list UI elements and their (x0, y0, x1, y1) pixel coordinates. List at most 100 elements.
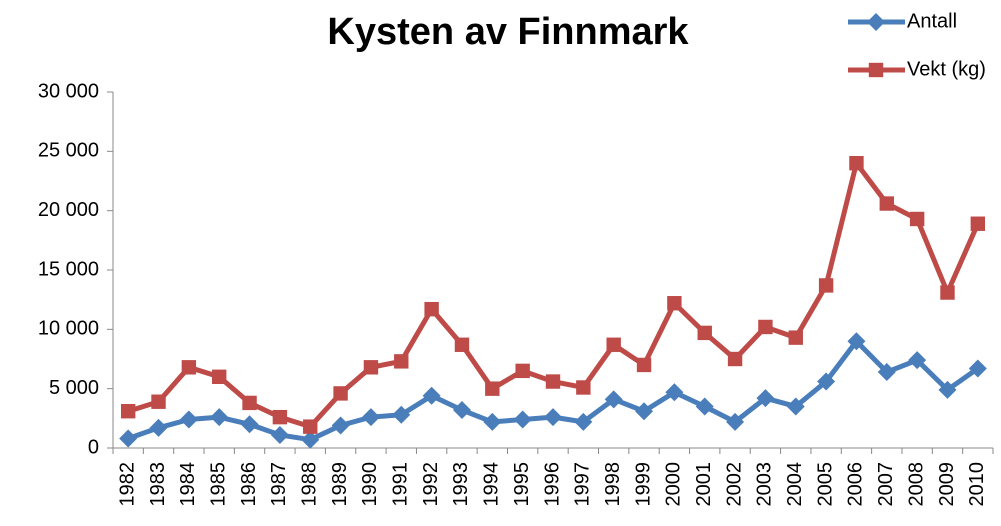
data-point (544, 408, 562, 427)
data-point (938, 380, 957, 399)
data-point (879, 196, 894, 211)
data-point (940, 285, 955, 300)
data-point (636, 357, 652, 373)
x-tick-label: 2001 (693, 462, 715, 507)
x-tick-label: 1993 (450, 462, 472, 507)
y-tick-label: 30 000 (38, 80, 99, 102)
x-tick-label: 1989 (329, 462, 351, 507)
x-tick-label: 1988 (299, 462, 321, 507)
x-tick-label: 2009 (936, 462, 958, 507)
legend-marker (868, 62, 884, 78)
data-point (758, 319, 773, 335)
data-point (786, 397, 805, 416)
y-tick-label: 20 000 (38, 199, 99, 221)
data-point (788, 330, 803, 345)
y-tick-label: 10 000 (38, 318, 99, 340)
data-point (545, 374, 561, 389)
data-point (818, 278, 834, 293)
x-tick-label: 1996 (541, 462, 563, 507)
x-tick-label: 2005 (814, 462, 836, 507)
data-point (179, 410, 198, 429)
data-point (452, 401, 471, 420)
data-point (849, 156, 864, 171)
data-point (727, 351, 743, 367)
data-point (847, 332, 866, 351)
data-point (697, 325, 712, 341)
data-point (909, 211, 925, 227)
chart-title: Kysten av Finnmark (327, 11, 689, 53)
x-tick-label: 2000 (663, 462, 685, 507)
x-tick-label: 1983 (147, 462, 169, 507)
x-tick-label: 2006 (845, 462, 867, 507)
data-point (422, 386, 441, 405)
data-point (240, 415, 259, 434)
data-point (817, 372, 836, 391)
data-point (210, 408, 229, 427)
data-point (424, 301, 439, 317)
x-tick-label: 1985 (207, 462, 229, 507)
x-tick-label: 1991 (390, 462, 412, 507)
data-point (151, 394, 166, 409)
data-point (515, 363, 530, 379)
data-point (394, 354, 409, 369)
data-point (485, 381, 500, 396)
data-point (120, 404, 136, 419)
x-tick-label: 1987 (268, 462, 290, 507)
y-tick-label: 0 (88, 436, 99, 458)
data-point (968, 359, 987, 378)
x-tick-label: 1998 (602, 462, 624, 507)
data-point (667, 296, 682, 311)
data-point (363, 360, 379, 375)
data-point (726, 412, 745, 431)
data-point (483, 412, 502, 431)
data-point (149, 418, 168, 437)
legend-label: Vekt (kg) (907, 58, 986, 80)
data-point (606, 337, 621, 352)
data-point (272, 409, 288, 425)
data-point (877, 363, 896, 382)
data-point (665, 383, 684, 402)
x-tick-label: 1990 (359, 462, 381, 507)
data-point (119, 429, 138, 448)
data-point (270, 425, 289, 444)
x-tick-label: 1995 (511, 462, 533, 507)
data-point (212, 369, 227, 384)
data-point (908, 351, 927, 370)
x-tick-label: 1997 (572, 462, 594, 507)
data-point (392, 405, 411, 424)
x-tick-label: 1982 (116, 462, 138, 507)
x-tick-label: 1992 (420, 462, 442, 507)
data-point (513, 410, 532, 429)
x-tick-label: 2003 (754, 462, 776, 507)
x-tick-label: 2010 (966, 462, 988, 507)
legend-label: Antall (907, 10, 957, 32)
data-point (576, 380, 591, 395)
data-point (331, 416, 350, 435)
x-tick-label: 2008 (905, 462, 927, 507)
x-tick-label: 1999 (632, 462, 654, 507)
y-tick-label: 15 000 (38, 258, 99, 280)
data-point (242, 395, 257, 411)
data-point (181, 360, 197, 375)
data-point (574, 412, 593, 431)
data-point (361, 408, 380, 427)
x-tick-label: 2004 (784, 462, 806, 507)
data-point (333, 386, 348, 401)
legend-marker (867, 13, 885, 31)
data-point (756, 389, 775, 408)
x-tick-label: 1986 (238, 462, 260, 507)
y-tick-label: 5 000 (49, 377, 99, 399)
data-point (454, 337, 470, 352)
data-point (303, 419, 318, 434)
data-point (604, 390, 623, 409)
data-point (301, 430, 320, 449)
y-tick-label: 25 000 (38, 140, 99, 162)
x-tick-label: 2002 (723, 462, 745, 507)
x-tick-label: 1994 (481, 462, 503, 507)
data-point (635, 402, 654, 421)
data-point (695, 397, 714, 416)
x-tick-label: 2007 (875, 462, 897, 507)
data-point (970, 216, 986, 231)
x-tick-label: 1984 (177, 462, 199, 507)
